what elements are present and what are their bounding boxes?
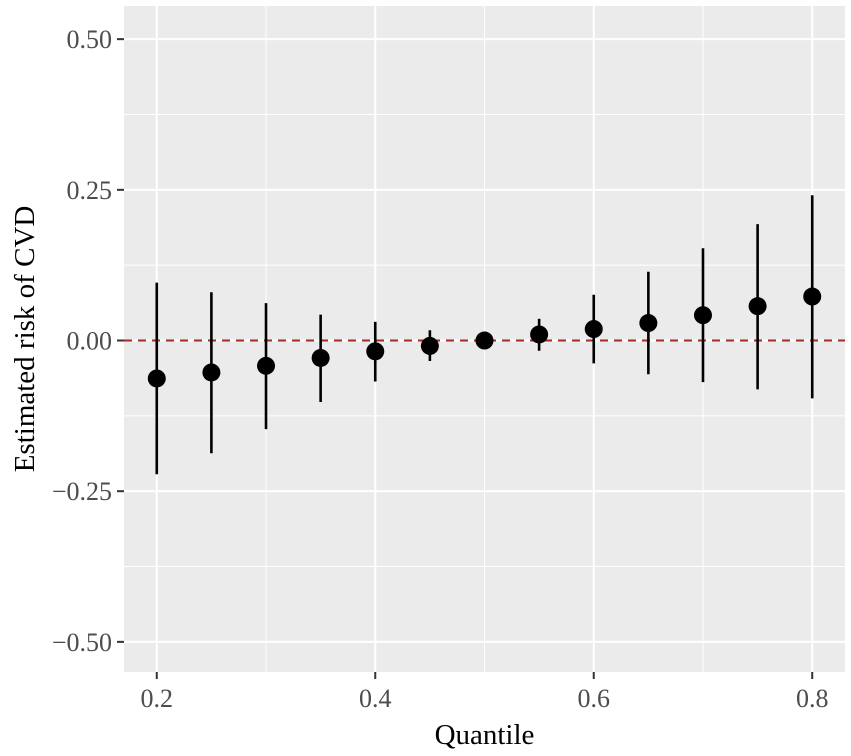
y-tick-label: 0.50 bbox=[67, 25, 113, 54]
x-axis: 0.2 0.4 0.6 0.8 bbox=[141, 672, 829, 713]
data-point-1 bbox=[147, 369, 166, 388]
data-point-12 bbox=[748, 297, 767, 316]
data-point-13 bbox=[803, 287, 822, 306]
data-point-5 bbox=[366, 342, 385, 361]
y-tick-label: −0.50 bbox=[52, 628, 112, 657]
data-point-3 bbox=[257, 356, 276, 375]
data-point-8 bbox=[530, 325, 549, 344]
y-tick-label: 0.00 bbox=[67, 327, 113, 356]
x-tick-label: 0.6 bbox=[577, 684, 610, 713]
data-point-4 bbox=[311, 348, 330, 367]
y-axis-title: Estimated risk of CVD bbox=[9, 206, 41, 473]
data-point-2 bbox=[202, 363, 221, 382]
data-point-9 bbox=[584, 320, 603, 339]
data-point-10 bbox=[639, 314, 658, 333]
x-tick-label: 0.2 bbox=[141, 684, 174, 713]
y-tick-label: 0.25 bbox=[67, 176, 113, 205]
data-point-7 bbox=[475, 331, 494, 350]
data-point-11 bbox=[693, 306, 712, 325]
x-tick-label: 0.8 bbox=[796, 684, 829, 713]
x-axis-title: Quantile bbox=[435, 719, 535, 751]
data-points bbox=[147, 287, 822, 388]
y-axis: 0.50 0.25 0.00 −0.25 −0.50 bbox=[52, 25, 124, 657]
data-point-6 bbox=[420, 336, 439, 355]
y-tick-label: −0.25 bbox=[52, 477, 112, 506]
x-tick-label: 0.4 bbox=[359, 684, 392, 713]
